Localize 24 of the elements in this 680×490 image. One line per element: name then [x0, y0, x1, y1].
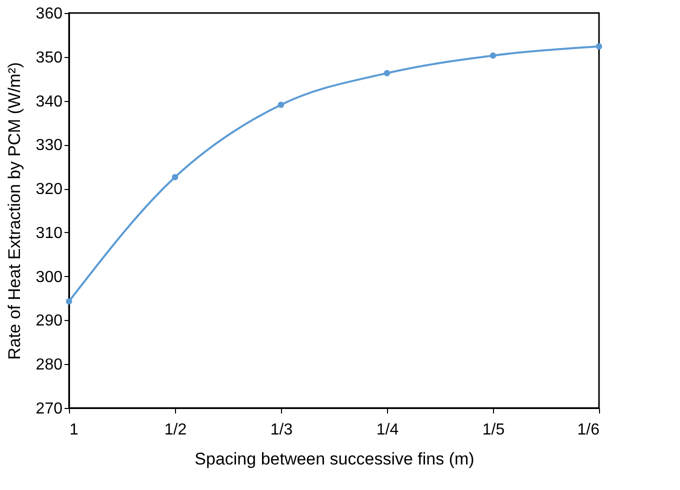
y-axis-title: Rate of Heat Extraction by PCM (W/m²): [4, 62, 24, 360]
point: [66, 298, 72, 305]
x-tick-label: 1/3: [270, 422, 293, 438]
y-tick-label: 340: [36, 93, 63, 110]
y-tick-label: 300: [36, 268, 63, 286]
y-tick-label: 330: [36, 137, 63, 154]
point: [278, 102, 284, 108]
x-tick-label: 1/6: [577, 422, 600, 438]
y-tick-label: 320: [36, 181, 63, 198]
y-tick-label: 310: [36, 224, 63, 242]
y-tick-label: 350: [36, 49, 63, 66]
y-tick-label: 360: [36, 6, 63, 22]
x-tick-label: 1/2: [164, 422, 187, 438]
point: [596, 43, 602, 50]
point: [490, 52, 496, 59]
y-tick-label: 290: [36, 312, 63, 330]
point: [172, 174, 178, 180]
y-tick-label: 270: [36, 400, 63, 418]
x-tick-label: 1/4: [376, 422, 399, 438]
point: [384, 70, 390, 76]
y-tick-label: 280: [36, 356, 63, 374]
x-axis-title: Spacing between successive fins (m): [194, 450, 474, 468]
x-tick-label: 1/5: [482, 422, 505, 438]
x-tick-label: 1: [70, 422, 78, 438]
